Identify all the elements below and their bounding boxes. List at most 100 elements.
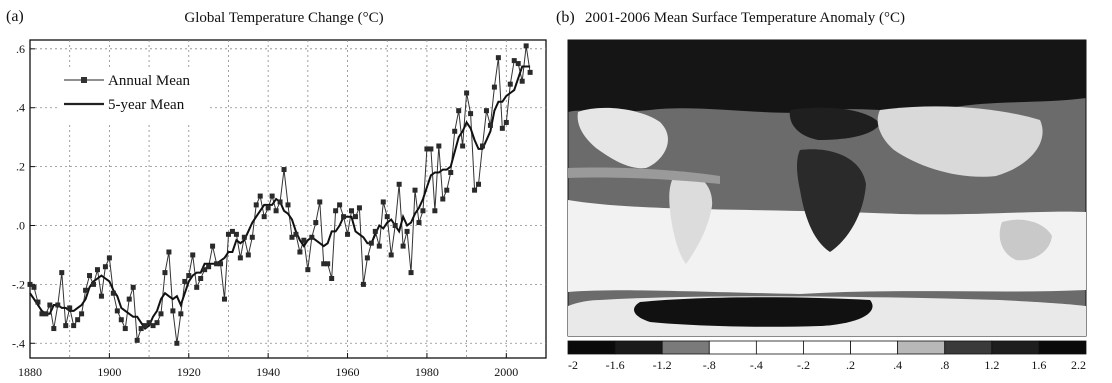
legend-5yr-label: 5-year Mean	[108, 97, 185, 113]
annual-mean-point	[420, 208, 426, 214]
annual-mean-point	[249, 234, 255, 240]
colorbar-label: 1.6	[1031, 358, 1046, 372]
annual-mean-point	[345, 231, 351, 237]
annual-mean-point	[305, 267, 311, 273]
annual-mean-point	[233, 231, 239, 237]
annual-mean-point	[118, 317, 124, 323]
annual-mean-point	[237, 255, 243, 261]
map-africa	[797, 149, 866, 252]
annual-mean-point	[182, 278, 188, 284]
annual-mean-point	[289, 234, 295, 240]
annual-mean-point	[349, 208, 355, 214]
annual-mean-point	[170, 308, 176, 314]
annual-mean-point	[333, 208, 339, 214]
colorbar-label: -1.2	[653, 358, 672, 372]
colorbar-label: .8	[940, 358, 949, 372]
legend-annual-label: Annual Mean	[108, 73, 191, 89]
annual-mean-point	[424, 146, 430, 152]
annual-mean-point	[436, 143, 442, 149]
annual-mean-point	[245, 252, 251, 258]
y-tick-label: .0	[16, 219, 25, 233]
annual-mean-point	[404, 228, 410, 234]
annual-mean-point	[150, 323, 156, 329]
annual-mean-point	[146, 320, 152, 326]
annual-mean-point	[428, 146, 434, 152]
colorbar-label: -.4	[750, 358, 763, 372]
map-europe	[789, 107, 880, 140]
annual-mean-point	[364, 255, 370, 261]
annual-mean-point	[341, 214, 347, 220]
annual-mean-point	[269, 193, 275, 199]
legend-annual-marker	[81, 77, 87, 83]
annual-mean-point	[368, 240, 374, 246]
annual-mean-point	[527, 69, 533, 75]
colorbar-segment	[991, 340, 1040, 355]
annual-mean-point	[87, 273, 93, 279]
annual-mean-point	[321, 261, 327, 267]
plot-a-ticks: 1880 1900 1920 1940 1960 1980 2000 -.4 -.2 .0 .2 .4…	[12, 42, 518, 379]
colorbar-segment	[614, 340, 663, 355]
colorbar-segment	[1038, 340, 1087, 355]
annual-mean-point	[285, 202, 291, 208]
annual-mean-point	[218, 261, 224, 267]
panel-a: (a) Global Temperature Change (°C) 1880 1…	[6, 8, 547, 379]
map-south-america	[669, 171, 713, 264]
colorbar-label: -1.6	[606, 358, 625, 372]
annual-mean-point	[190, 252, 196, 258]
annual-mean-point	[47, 302, 53, 308]
annual-mean-point	[214, 261, 220, 267]
annual-mean-point	[206, 264, 212, 270]
annual-mean-point	[317, 199, 323, 205]
colorbar-labels: -2 -1.6 -1.2 -.8 -.4 -.2 .2 .4 .8 1.2 1.6 2.2	[568, 358, 1086, 372]
annual-mean-point	[301, 237, 307, 243]
annual-mean-point	[440, 196, 446, 202]
annual-mean-point	[277, 199, 283, 205]
x-tick-label: 1900	[97, 365, 121, 379]
annual-mean-point	[479, 143, 485, 149]
annual-mean-point	[380, 199, 386, 205]
x-tick-label: 1880	[18, 365, 42, 379]
annual-mean-point	[309, 234, 315, 240]
colorbar-label: .4	[893, 358, 902, 372]
annual-mean-point	[356, 205, 362, 211]
annual-mean-point	[35, 299, 41, 305]
annual-mean-point	[134, 337, 140, 343]
panel-b-title: 2001-2006 Mean Surface Temperature Anoma…	[585, 10, 905, 26]
annual-mean-point	[75, 317, 81, 323]
annual-mean-point	[313, 220, 319, 226]
annual-mean-point	[329, 276, 335, 281]
annual-mean-point	[71, 323, 77, 329]
annual-mean-point	[416, 220, 422, 226]
y-tick-label: .4	[16, 101, 25, 115]
colorbar-segment	[755, 340, 804, 355]
annual-mean-point	[27, 281, 33, 287]
annual-mean-point	[523, 43, 529, 49]
annual-mean-point	[126, 296, 132, 302]
annual-mean-point	[360, 281, 366, 287]
annual-mean-point	[476, 181, 482, 187]
annual-mean-point	[293, 231, 299, 237]
panel-a-title: Global Temperature Change (°C)	[184, 10, 383, 26]
annual-mean-point	[174, 340, 180, 346]
x-tick-label: 1940	[256, 365, 280, 379]
annual-mean-point	[98, 293, 104, 299]
annual-mean-point	[186, 273, 192, 279]
annual-mean-point	[142, 323, 148, 329]
annual-mean-point	[59, 270, 65, 276]
annual-mean-point	[265, 205, 271, 211]
map-antarctic-anomaly	[634, 297, 873, 327]
annual-mean-point	[444, 187, 450, 193]
x-tick-label: 1960	[336, 365, 360, 379]
colorbar-segment	[803, 340, 851, 355]
annual-mean-point	[225, 231, 231, 237]
annual-mean-point	[396, 181, 402, 187]
annual-mean-point	[464, 90, 470, 96]
annual-mean-point	[130, 284, 136, 290]
colorbar-segment	[944, 340, 993, 355]
y-tick-label: -.4	[12, 336, 25, 350]
map-australia	[999, 219, 1052, 261]
colorbar-segment	[567, 340, 616, 355]
annual-mean-point	[257, 193, 263, 199]
plot-a-series	[27, 43, 533, 346]
